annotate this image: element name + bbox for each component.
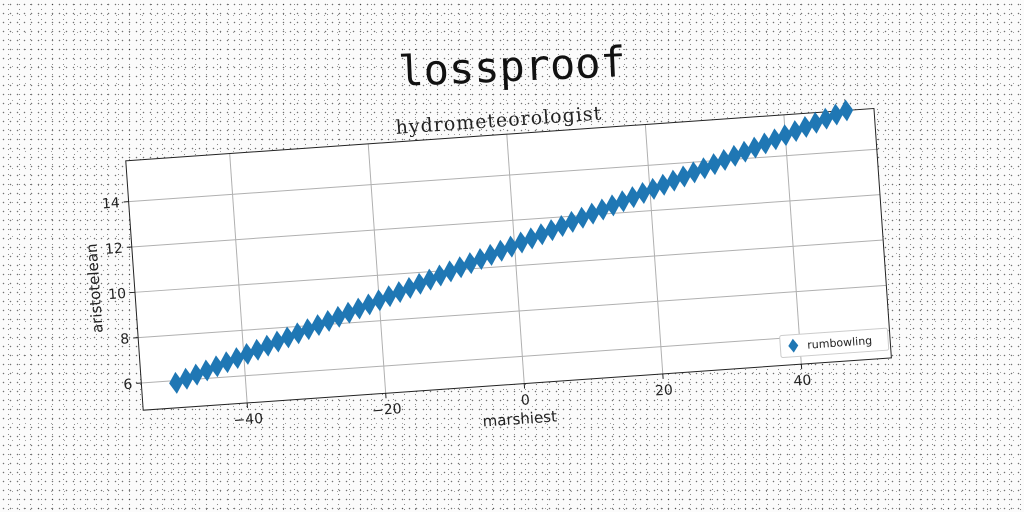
data-point	[818, 107, 833, 130]
x-gridline	[644, 124, 664, 374]
data-point	[778, 124, 793, 147]
data-point	[260, 334, 275, 357]
data-point	[727, 144, 742, 167]
data-point	[250, 338, 265, 361]
legend-marker-icon	[788, 338, 799, 353]
data-point	[311, 314, 326, 337]
y-tick-label: 10	[108, 286, 127, 303]
data-point	[494, 239, 509, 262]
data-point	[615, 190, 630, 213]
data-point	[534, 223, 549, 246]
data-point	[412, 272, 427, 295]
data-point	[524, 227, 539, 250]
plot-area	[125, 108, 892, 411]
y-gridline	[134, 239, 884, 293]
data-point	[697, 157, 712, 180]
data-point	[351, 297, 366, 320]
data-point	[270, 330, 285, 353]
data-point	[595, 198, 610, 221]
y-tick-label: 12	[105, 241, 124, 258]
data-point	[422, 268, 437, 291]
data-point	[788, 120, 803, 143]
data-point	[321, 309, 336, 332]
data-point	[717, 148, 732, 171]
x-gridline	[229, 153, 248, 403]
data-point	[443, 260, 458, 283]
data-point	[372, 289, 387, 312]
data-point	[290, 322, 305, 345]
data-point	[179, 367, 194, 390]
data-point	[280, 326, 295, 349]
x-gridline	[367, 143, 387, 394]
data-point	[392, 281, 407, 304]
data-point	[514, 231, 529, 254]
data-point	[636, 182, 651, 204]
y-tick-label: 14	[101, 195, 120, 212]
data-point	[575, 206, 590, 229]
data-point	[189, 363, 204, 386]
x-axis-label: marshiest	[482, 407, 558, 430]
x-gridline	[506, 134, 525, 384]
data-point	[747, 136, 762, 159]
data-point	[504, 235, 519, 258]
data-point	[362, 293, 377, 316]
data-point	[808, 111, 823, 134]
x-tick-label: 20	[655, 382, 674, 399]
data-point	[798, 115, 813, 138]
legend-label: rumbowling	[807, 334, 873, 352]
y-gridline	[141, 330, 890, 384]
data-point	[768, 128, 783, 151]
x-tick-label: 40	[793, 373, 812, 390]
x-gridline	[783, 114, 802, 365]
data-point	[544, 219, 559, 242]
data-point	[199, 359, 214, 382]
data-point	[219, 351, 234, 374]
data-point	[463, 252, 478, 275]
data-point	[737, 140, 752, 163]
data-point	[483, 243, 498, 266]
data-point	[585, 202, 600, 225]
data-point	[605, 194, 620, 217]
data-point	[758, 132, 772, 155]
x-tick-label: −40	[233, 411, 264, 429]
legend: rumbowling	[779, 327, 890, 358]
data-point	[240, 342, 255, 365]
data-point	[301, 318, 316, 341]
y-tick-label: 6	[123, 377, 133, 394]
data-point	[676, 165, 691, 188]
x-tick-label: 0	[520, 392, 530, 409]
data-point	[169, 371, 184, 394]
data-point	[666, 169, 681, 192]
data-point	[829, 103, 844, 126]
x-tick-label: −20	[372, 401, 403, 419]
data-point	[402, 276, 417, 299]
data-point	[382, 285, 397, 308]
data-point	[473, 248, 488, 270]
data-point	[656, 173, 671, 196]
data-point	[341, 301, 356, 324]
data-point	[626, 186, 640, 209]
plot-frame	[125, 107, 892, 411]
y-tick-label: 8	[120, 331, 130, 348]
y-gridline	[138, 284, 887, 339]
data-point	[209, 355, 224, 378]
data-point	[686, 161, 701, 184]
data-point	[331, 305, 346, 328]
y-gridline	[131, 194, 881, 248]
data-point	[565, 210, 580, 233]
data-point	[453, 256, 468, 279]
data-point	[433, 264, 448, 287]
legend-box	[779, 327, 890, 358]
data-point	[707, 153, 722, 176]
data-point	[554, 215, 569, 237]
data-point	[839, 99, 854, 122]
y-gridline	[128, 148, 877, 203]
y-axis-label: aristotelean	[82, 243, 106, 334]
data-point	[230, 347, 245, 370]
data-point	[646, 177, 661, 200]
